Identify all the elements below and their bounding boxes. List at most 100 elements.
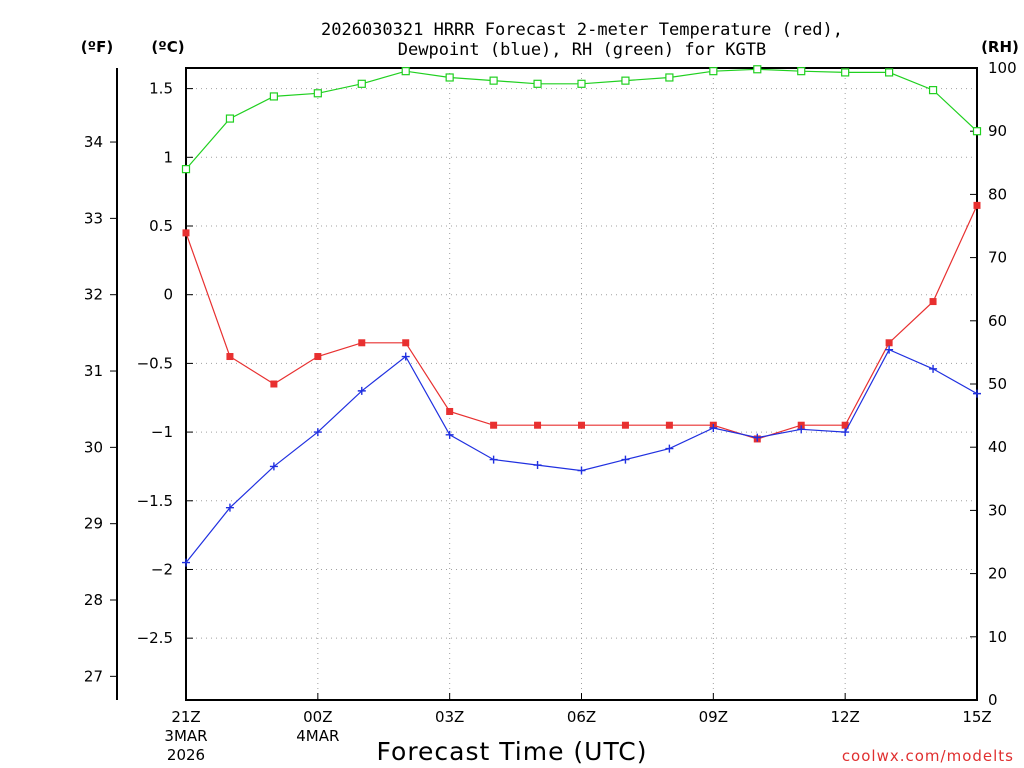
- rh-point: [621, 76, 630, 85]
- temperature-point: [270, 380, 278, 388]
- dewpoint-point: [225, 503, 234, 512]
- temperature-point: [402, 339, 410, 347]
- fahrenheit-tick-label: 30: [84, 438, 103, 456]
- fahrenheit-tick-label: 34: [84, 133, 103, 151]
- rh-point: [972, 127, 982, 136]
- celsius-tick-label: 1: [163, 148, 173, 166]
- rh-point: [577, 79, 586, 88]
- x-tick-label: 09Z: [699, 708, 728, 726]
- rh-point: [445, 73, 454, 82]
- temperature-point: [665, 421, 673, 429]
- rh-point: [225, 114, 235, 123]
- dewpoint-point: [973, 389, 981, 398]
- chart-title-line2: Dewpoint (blue), RH (green) for KGTB: [398, 40, 766, 60]
- rh-point: [841, 68, 850, 77]
- dewpoint-point: [489, 455, 498, 464]
- dewpoint-point: [665, 444, 674, 453]
- x-tick-year-label: 2026: [167, 746, 205, 764]
- celsius-tick-label: −1: [151, 423, 173, 441]
- temperature-point: [841, 421, 849, 429]
- fahrenheit-tick-label: 27: [84, 667, 103, 685]
- rh-tick-label: 70: [988, 249, 1007, 267]
- rh-point: [401, 67, 410, 76]
- rh-tick-label: 30: [988, 501, 1007, 519]
- fahrenheit-tick-label: 33: [84, 209, 103, 227]
- series-layer: [181, 65, 982, 567]
- rh-tick-label: 0: [988, 691, 998, 709]
- temperature-point: [534, 421, 542, 429]
- fahrenheit-tick-label: 29: [84, 515, 103, 533]
- rh-point: [753, 65, 762, 74]
- x-tick-label: 00Z: [303, 708, 332, 726]
- dewpoint-point: [797, 425, 806, 434]
- rh-unit-label: (RH): [981, 38, 1019, 56]
- celsius-tick-label: 1.5: [149, 80, 173, 98]
- chart-title-line1: 2026030321 HRRR Forecast 2-meter Tempera…: [321, 20, 843, 40]
- rh-point: [313, 89, 322, 98]
- rh-tick-label: 90: [988, 122, 1007, 140]
- dewpoint-point: [357, 386, 366, 395]
- temperature-point: [446, 407, 454, 415]
- rh-point: [665, 73, 674, 82]
- x-tick-date-label: 4MAR: [296, 727, 339, 745]
- temperature-point: [182, 229, 190, 237]
- celsius-tick-label: 0.5: [149, 217, 173, 235]
- temperature-point: [797, 421, 805, 429]
- dewpoint-point: [753, 433, 762, 442]
- rh-point: [269, 92, 278, 101]
- rh-tick-label: 10: [988, 628, 1007, 646]
- grid-layer: [186, 68, 977, 700]
- x-tick-label: 21Z: [171, 708, 200, 726]
- x-tick-label: 15Z: [962, 708, 991, 726]
- rh-tick-label: 60: [988, 312, 1007, 330]
- temperature-point: [226, 353, 234, 361]
- credit-text: coolwx.com/modelts: [842, 747, 1014, 765]
- dewpoint-point: [709, 423, 718, 432]
- x-tick-date-label: 3MAR: [164, 727, 207, 745]
- temperature-point: [929, 298, 937, 306]
- fahrenheit-tick-label: 28: [84, 591, 103, 609]
- rh-tick-label: 40: [988, 438, 1007, 456]
- dewpoint-point: [269, 462, 278, 471]
- dewpoint-point: [533, 461, 542, 470]
- dewpoint-point: [182, 558, 190, 567]
- temperature-point: [578, 421, 585, 429]
- fahrenheit-tick-label: 32: [84, 286, 103, 304]
- fahrenheit-unit-label: (ºF): [81, 38, 113, 56]
- celsius-tick-label: 0: [163, 286, 173, 304]
- rh-tick-label: 100: [988, 59, 1017, 77]
- rh-tick-label: 20: [988, 565, 1007, 583]
- dewpoint-point: [841, 428, 850, 437]
- temperature-point: [314, 353, 322, 361]
- rh-point: [928, 86, 938, 95]
- celsius-tick-label: −1.5: [137, 492, 173, 510]
- temperature-point: [885, 339, 893, 347]
- dewpoint-point: [313, 428, 322, 437]
- dewpoint-point: [929, 364, 938, 373]
- x-tick-label: 03Z: [435, 708, 464, 726]
- celsius-unit-label: (ºC): [151, 38, 184, 56]
- temperature-point: [358, 339, 366, 347]
- dewpoint-point: [445, 430, 454, 439]
- x-tick-label: 06Z: [567, 708, 596, 726]
- x-axis-title: Forecast Time (UTC): [377, 737, 648, 766]
- dewpoint-point: [621, 455, 630, 464]
- rh-tick-label: 50: [988, 375, 1007, 393]
- rh-point: [797, 67, 806, 76]
- temperature-point: [490, 421, 498, 429]
- rh-point: [489, 76, 498, 85]
- rh-point: [709, 67, 718, 76]
- dewpoint-point: [577, 466, 586, 475]
- celsius-tick-label: −2: [151, 560, 173, 578]
- dewpoint-point: [401, 352, 410, 361]
- rh-point: [181, 165, 191, 174]
- x-tick-label: 12Z: [830, 708, 859, 726]
- temperature-point: [973, 201, 981, 209]
- rh-point: [885, 68, 894, 77]
- fahrenheit-tick-label: 31: [84, 362, 103, 380]
- celsius-tick-label: −2.5: [137, 629, 173, 647]
- rh-point: [533, 79, 542, 88]
- axes-layer: 1.5 1 0.5 0 −0.5 −1 −1.5 −2 −2.5 34 33 32 31 30 29 28 27…: [84, 59, 1017, 764]
- dewpoint-line: [185, 348, 978, 563]
